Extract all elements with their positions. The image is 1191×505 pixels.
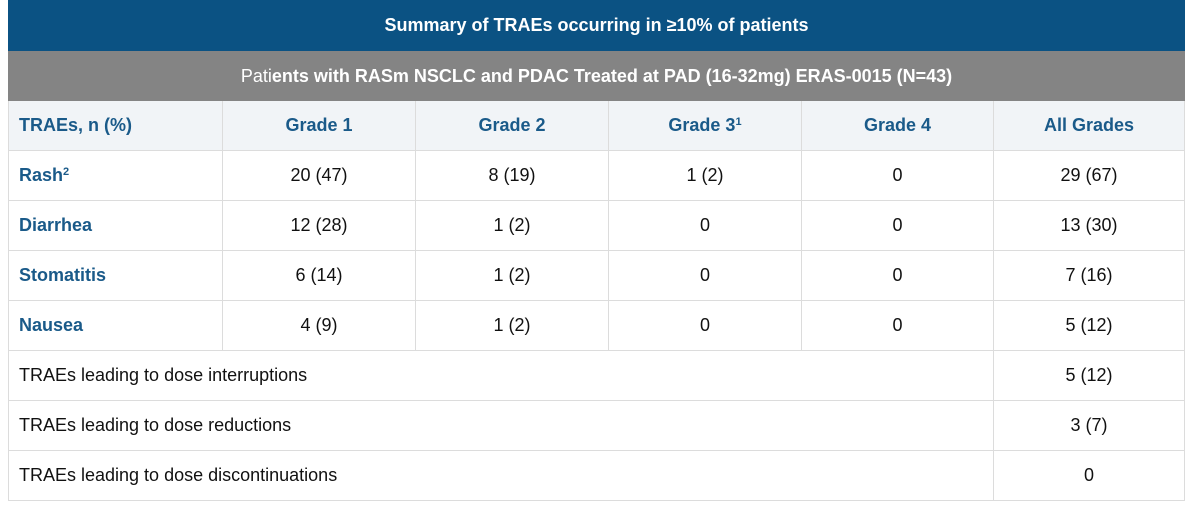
subtitle-prefix: Pati bbox=[240, 65, 272, 86]
table-title-text: Summary of TRAEs occurring in ≥10% of pa… bbox=[384, 15, 809, 35]
cell-grade-2: 8 (19) bbox=[415, 151, 608, 200]
column-header-grade-2: Grade 2 bbox=[415, 101, 608, 150]
table-row: Diarrhea 12 (28) 1 (2) 0 0 13 (30) bbox=[8, 201, 1185, 251]
table-row: Stomatitis 6 (14) 1 (2) 0 0 7 (16) bbox=[8, 251, 1185, 301]
cell-grade-4: 0 bbox=[801, 301, 993, 350]
column-header-all-grades: All Grades bbox=[993, 101, 1185, 150]
row-term: Rash 2 bbox=[8, 151, 222, 200]
row-term: Stomatitis bbox=[8, 251, 222, 300]
column-header-grade-4: Grade 4 bbox=[801, 101, 993, 150]
cell-grade-1: 4 (9) bbox=[222, 301, 415, 350]
trae-summary-table: Summary of TRAEs occurring in ≥10% of pa… bbox=[8, 0, 1185, 501]
row-term: Nausea bbox=[8, 301, 222, 350]
summary-all-grades: 0 bbox=[993, 451, 1185, 500]
column-header-term: TRAEs, n (%) bbox=[8, 101, 222, 150]
cell-grade-3: 0 bbox=[608, 201, 801, 250]
cell-grade-2: 1 (2) bbox=[415, 301, 608, 350]
summary-all-grades: 3 (7) bbox=[993, 401, 1185, 450]
cell-grade-1: 20 (47) bbox=[222, 151, 415, 200]
cell-grade-4: 0 bbox=[801, 251, 993, 300]
summary-row: TRAEs leading to dose discontinuations 0 bbox=[8, 451, 1185, 501]
cell-grade-1: 6 (14) bbox=[222, 251, 415, 300]
cell-grade-3: 1 (2) bbox=[608, 151, 801, 200]
subtitle-main: ents with RASm NSCLC and PDAC Treated at… bbox=[271, 65, 953, 86]
summary-row: TRAEs leading to dose interruptions 5 (1… bbox=[8, 351, 1185, 401]
cell-all-grades: 5 (12) bbox=[993, 301, 1185, 350]
cell-grade-2: 1 (2) bbox=[415, 251, 608, 300]
cell-grade-3: 0 bbox=[608, 251, 801, 300]
table-title: Summary of TRAEs occurring in ≥10% of pa… bbox=[8, 0, 1185, 51]
cell-grade-4: 0 bbox=[801, 201, 993, 250]
cell-grade-2: 1 (2) bbox=[415, 201, 608, 250]
table-subtitle: Pati ents with RASm NSCLC and PDAC Treate… bbox=[8, 51, 1185, 101]
column-header-grade-1: Grade 1 bbox=[222, 101, 415, 150]
summary-all-grades: 5 (12) bbox=[993, 351, 1185, 400]
summary-label: TRAEs leading to dose discontinuations bbox=[8, 451, 993, 500]
table-row: Nausea 4 (9) 1 (2) 0 0 5 (12) bbox=[8, 301, 1185, 351]
cell-all-grades: 7 (16) bbox=[993, 251, 1185, 300]
table-row: Rash 2 20 (47) 8 (19) 1 (2) 0 29 (67) bbox=[8, 151, 1185, 201]
summary-label: TRAEs leading to dose reductions bbox=[8, 401, 993, 450]
row-term: Diarrhea bbox=[8, 201, 222, 250]
cell-all-grades: 13 (30) bbox=[993, 201, 1185, 250]
cell-grade-1: 12 (28) bbox=[222, 201, 415, 250]
cell-all-grades: 29 (67) bbox=[993, 151, 1185, 200]
cell-grade-3: 0 bbox=[608, 301, 801, 350]
summary-row: TRAEs leading to dose reductions 3 (7) bbox=[8, 401, 1185, 451]
cell-grade-4: 0 bbox=[801, 151, 993, 200]
summary-label: TRAEs leading to dose interruptions bbox=[8, 351, 993, 400]
